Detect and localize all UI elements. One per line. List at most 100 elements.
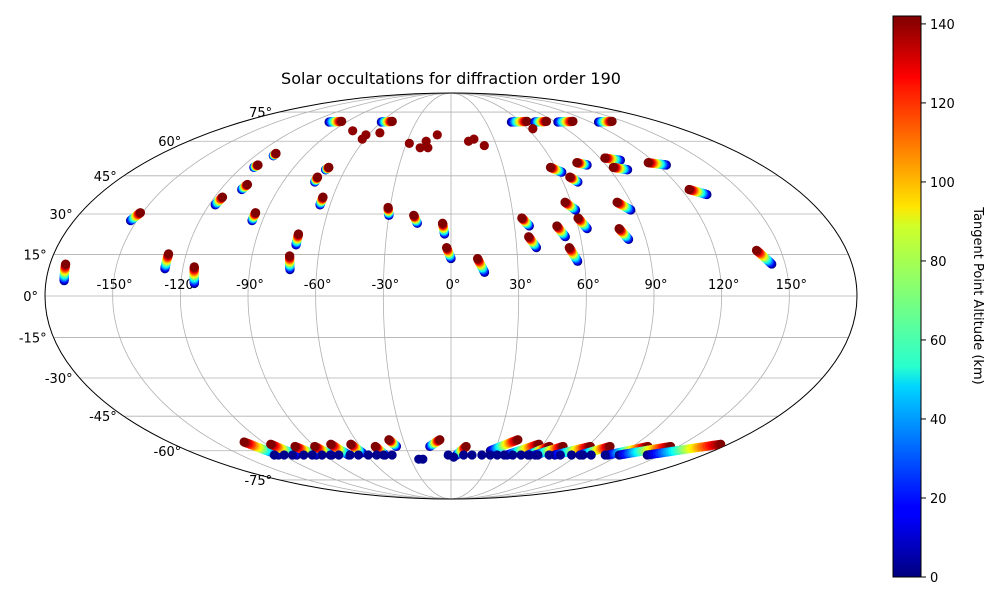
- colorbar: 0 20 40 60 80 100 120 140 Tangent Point Altitud…: [892, 15, 985, 586]
- longitude-tick-label: 90°: [644, 278, 667, 293]
- data-point: [432, 130, 442, 140]
- track-point: [290, 441, 300, 452]
- track-point: [545, 162, 556, 172]
- data-point: [317, 450, 327, 460]
- latitude-tick-label: 45°: [94, 170, 117, 185]
- track-point: [572, 158, 582, 168]
- data-point: [467, 450, 477, 460]
- track-point: [253, 160, 263, 170]
- latitude-tick-labels: 75° 60° 45° 30° 15° 0° -15° -30° -45° -60° -75°: [19, 106, 272, 489]
- track-point: [517, 213, 527, 223]
- data-point: [287, 450, 298, 460]
- latitude-tick-label: 30°: [50, 208, 73, 223]
- longitude-gridline: [112, 93, 452, 499]
- latitude-tick-label: 75°: [249, 106, 272, 121]
- data-point: [375, 128, 385, 138]
- data-point: [361, 130, 371, 140]
- mollweide-map: -150° -120° -90° -60° -30° 0° 30° 60° 90° 120° 150…: [19, 92, 858, 500]
- data-point: [528, 124, 538, 134]
- track-point: [239, 437, 249, 447]
- track-point: [560, 197, 570, 207]
- data-point: [363, 450, 373, 460]
- track-point: [384, 435, 394, 445]
- data-point: [469, 134, 479, 144]
- track-point: [251, 208, 261, 218]
- data-point: [586, 450, 596, 460]
- track-point: [600, 153, 610, 163]
- track-point: [607, 116, 617, 127]
- data-point: [307, 450, 317, 460]
- track-point: [435, 435, 445, 445]
- track-point: [552, 221, 562, 231]
- longitude-tick-label: -30°: [371, 278, 399, 293]
- data-point: [600, 450, 610, 460]
- longitude-tick-label: 0°: [446, 278, 461, 293]
- track-point: [326, 439, 336, 449]
- track-point: [135, 208, 146, 218]
- track-point: [716, 439, 726, 449]
- longitude-tick-label: 60°: [577, 278, 600, 293]
- colorbar-tick-label: 80: [930, 255, 947, 270]
- track-point: [565, 172, 575, 182]
- latitude-tick-label: -30°: [45, 372, 73, 387]
- track-point: [564, 242, 574, 253]
- data-point: [387, 450, 397, 460]
- data-point: [353, 450, 364, 460]
- data-point: [325, 450, 336, 460]
- data-point: [404, 138, 414, 148]
- track-point: [437, 218, 448, 228]
- track-point: [312, 172, 323, 182]
- data-point: [524, 450, 535, 460]
- track-point: [324, 162, 334, 172]
- track-point: [442, 242, 452, 253]
- track-point: [242, 179, 253, 190]
- data-point: [459, 450, 469, 460]
- data-point: [415, 143, 425, 153]
- track-point: [337, 116, 347, 127]
- data-point: [544, 450, 554, 460]
- track-point: [573, 213, 583, 223]
- data-point: [418, 454, 428, 464]
- colorbar-tick-label: 120: [930, 97, 955, 112]
- data-point: [492, 450, 502, 460]
- colorbar-tick-label: 40: [930, 413, 947, 428]
- longitude-tick-labels: -150° -120° -90° -60° -30° 0° 30° 60° 90° 120° 150…: [97, 278, 807, 293]
- track-point: [751, 245, 762, 255]
- longitude-tick-label: 150°: [776, 278, 807, 293]
- track-point: [409, 210, 419, 220]
- track-point: [293, 229, 304, 239]
- colorbar-ticks: 0 20 40 60 80 100 120 140: [921, 18, 955, 586]
- data-point: [578, 450, 588, 460]
- data-point: [499, 450, 509, 460]
- track-point: [285, 251, 295, 261]
- data-point: [345, 450, 355, 460]
- track-point: [370, 441, 380, 452]
- data-point: [555, 450, 565, 460]
- data-point: [348, 126, 358, 136]
- track-point: [643, 158, 653, 168]
- track-point: [61, 259, 71, 269]
- latitude-tick-label: -60°: [154, 445, 182, 460]
- data-point: [379, 450, 389, 460]
- track-point: [189, 262, 199, 272]
- track-point: [524, 232, 534, 242]
- data-point: [423, 143, 433, 153]
- colorbar-tick-label: 60: [930, 334, 947, 349]
- track-point: [318, 192, 328, 202]
- track-point: [513, 435, 523, 445]
- data-point: [449, 452, 459, 462]
- track-point: [608, 162, 618, 172]
- map-boundary: [44, 92, 858, 500]
- track-point: [684, 184, 694, 195]
- track-point: [310, 441, 320, 452]
- latitude-tick-label: 60°: [158, 135, 181, 150]
- colorbar-tick-label: 20: [930, 492, 947, 507]
- data-point: [533, 450, 543, 460]
- longitude-tick-label: -60°: [304, 278, 332, 293]
- longitude-tick-label: -150°: [97, 278, 133, 293]
- track-point: [271, 148, 281, 158]
- track-point: [266, 439, 276, 449]
- data-point: [516, 450, 526, 460]
- data-points: [59, 116, 777, 464]
